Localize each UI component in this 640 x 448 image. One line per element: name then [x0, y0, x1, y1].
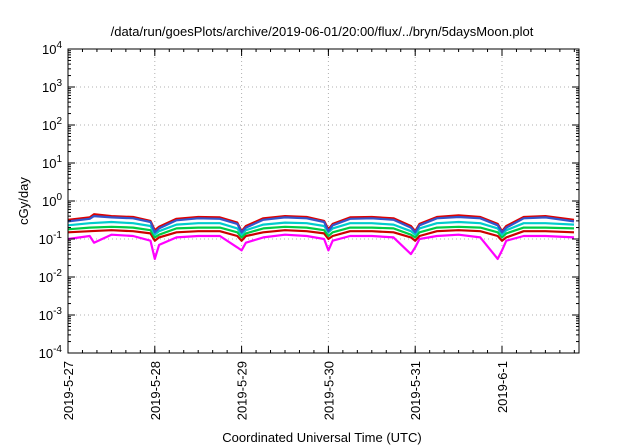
- y-axis-label: cGy/day: [16, 177, 31, 225]
- y-tick-label: 100: [42, 192, 62, 209]
- y-tick-label: 10-1: [39, 230, 63, 247]
- series-line-1: [68, 233, 575, 260]
- y-tick-label: 104: [42, 40, 62, 57]
- x-tick-label: 2019-5-30: [321, 361, 336, 420]
- series-line-2: [68, 229, 575, 242]
- series-lines: [68, 213, 575, 260]
- grid: [68, 49, 579, 353]
- x-tick-label: 2019-5-29: [235, 361, 250, 420]
- x-tick-label: 2019-5-31: [408, 361, 423, 420]
- y-tick-label: 101: [42, 154, 62, 171]
- x-tick-label: 2019-5-27: [61, 361, 76, 420]
- series-line-6: [68, 215, 575, 234]
- y-tick-label: 10-4: [39, 344, 63, 361]
- y-tick-label: 102: [42, 116, 62, 133]
- axis-ticks: 10-4 10-3 10-2 10-1 100 101 102 103 104 2019-5-27…: [39, 40, 579, 420]
- x-tick-label: 2019-5-28: [148, 361, 163, 420]
- x-axis-label: Coordinated Universal Time (UTC): [222, 430, 421, 445]
- series-line-3: [68, 225, 575, 239]
- y-tick-label: 10-2: [39, 268, 63, 285]
- chart-title: /data/run/goesPlots/archive/2019-06-01/2…: [111, 24, 534, 39]
- y-tick-label: 10-3: [39, 306, 63, 323]
- y-tick-label: 103: [42, 78, 62, 95]
- x-tick-label: 2019-6-1: [495, 361, 510, 413]
